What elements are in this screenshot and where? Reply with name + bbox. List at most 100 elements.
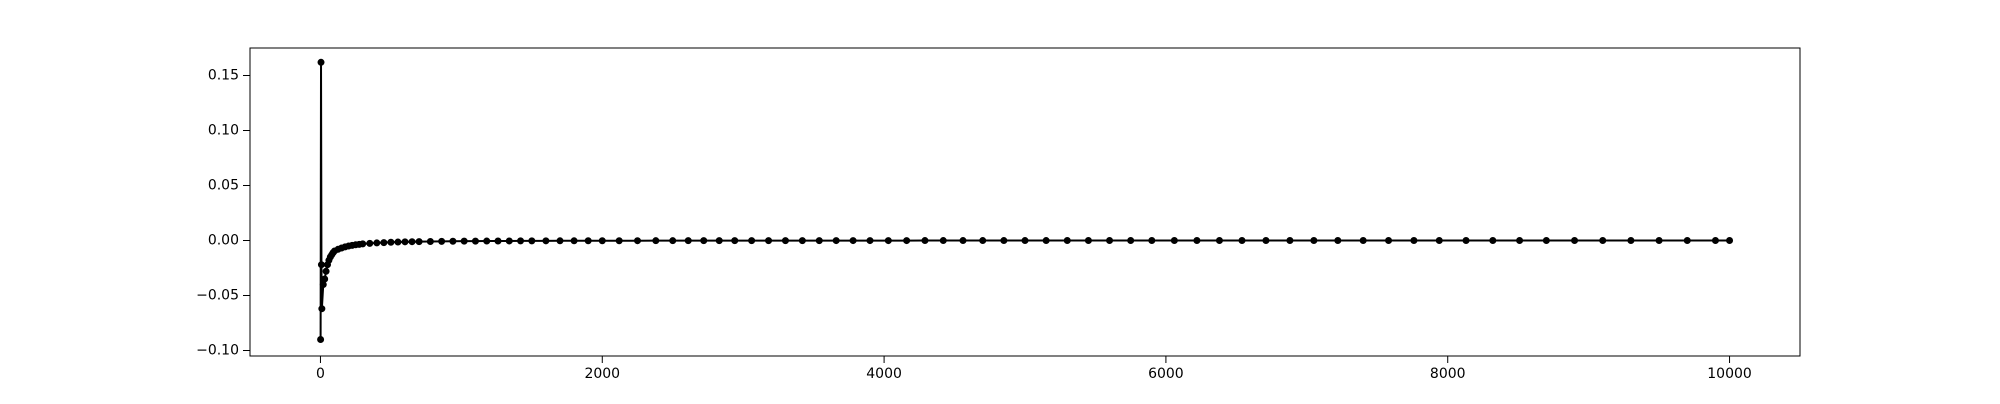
data-point: [1655, 237, 1663, 244]
data-point: [634, 237, 641, 245]
y-tick-label: −0.05: [196, 288, 239, 304]
data-point: [1000, 237, 1008, 245]
x-tick-label: 8000: [1430, 366, 1466, 382]
data-point: [471, 237, 479, 245]
y-axis: −0.10 −0.05 0.00 0.05 0.10 0.15: [196, 68, 250, 359]
data-point: [959, 237, 967, 245]
x-tick-label: 10000: [1707, 366, 1752, 382]
data-point: [921, 237, 929, 245]
data-point: [317, 58, 325, 66]
data-point: [765, 237, 773, 245]
data-point: [494, 237, 502, 245]
data-point: [401, 238, 409, 246]
data-point: [373, 239, 381, 247]
data-point: [1286, 237, 1294, 245]
y-tick-label: −0.10: [196, 343, 239, 359]
data-point: [684, 237, 692, 245]
data-point: [1599, 237, 1607, 244]
data-point: [449, 237, 457, 245]
x-tick-label: 2000: [584, 366, 620, 382]
data-point: [1021, 237, 1029, 245]
data-point: [1106, 237, 1114, 245]
data-point: [1042, 237, 1050, 245]
data-point: [394, 238, 402, 246]
data-point: [866, 237, 874, 245]
x-axis: 0 2000 4000 6000 8000 10000: [316, 356, 1752, 382]
data-point: [832, 237, 840, 245]
y-tick-label: 0.05: [208, 178, 239, 194]
x-tick-label: 0: [316, 366, 325, 382]
data-point: [317, 261, 325, 269]
data-point: [798, 237, 806, 245]
data-point: [700, 237, 708, 245]
data-point: [1127, 237, 1135, 245]
data-point: [1726, 237, 1734, 244]
data-point: [1148, 237, 1156, 245]
data-point: [1683, 237, 1691, 244]
data-point: [1084, 237, 1092, 245]
data-point: [748, 237, 756, 245]
data-point: [528, 237, 536, 245]
data-point: [318, 305, 326, 313]
data-point: [415, 238, 423, 246]
data-point: [1063, 237, 1071, 245]
data-point: [380, 239, 388, 247]
data-point: [903, 237, 911, 245]
data-point: [483, 237, 491, 245]
y-tick-label: 0.00: [208, 233, 239, 249]
data-point: [1571, 237, 1579, 245]
data-point: [939, 237, 947, 245]
data-point: [652, 237, 660, 245]
data-point: [1238, 237, 1246, 245]
data-point: [1193, 237, 1201, 245]
data-point: [884, 237, 892, 245]
series-markers: [317, 58, 1734, 343]
data-point: [669, 237, 677, 245]
data-point: [1489, 237, 1497, 245]
data-point: [615, 237, 623, 245]
data-point: [387, 238, 395, 246]
y-tick-label: 0.10: [208, 123, 239, 139]
data-point: [1385, 237, 1393, 245]
data-point: [1711, 237, 1719, 244]
data-point: [1462, 237, 1470, 245]
data-point: [542, 237, 550, 245]
data-point: [979, 237, 987, 245]
data-point: [1334, 237, 1342, 245]
data-point: [556, 237, 564, 245]
data-point: [438, 237, 446, 245]
plot-frame: [249, 47, 1801, 357]
data-point: [570, 237, 578, 245]
data-point: [598, 237, 606, 245]
data-point: [1170, 237, 1178, 245]
data-point: [731, 237, 739, 245]
data-point: [1215, 237, 1223, 245]
data-point: [408, 238, 416, 246]
y-tick-label: 0.15: [208, 68, 239, 84]
data-point: [426, 237, 434, 245]
data-point: [1627, 237, 1635, 244]
data-point: [517, 237, 525, 245]
data-point: [460, 237, 468, 245]
data-point: [359, 240, 367, 248]
x-tick-label: 4000: [866, 366, 902, 382]
data-point: [849, 237, 857, 245]
x-tick-label: 6000: [1148, 366, 1184, 382]
data-point: [1262, 237, 1270, 245]
data-point: [815, 237, 823, 245]
data-point: [321, 275, 329, 283]
data-point: [1310, 237, 1318, 245]
data-point: [505, 237, 513, 245]
data-point: [317, 336, 325, 343]
data-point: [781, 237, 789, 245]
data-point: [584, 237, 592, 245]
data-point: [1542, 237, 1550, 245]
plot-area: [250, 48, 1800, 356]
data-point: [1410, 237, 1418, 245]
data-point: [322, 267, 330, 275]
data-point: [366, 239, 374, 247]
data-point: [1359, 237, 1367, 245]
data-point: [1516, 237, 1524, 245]
